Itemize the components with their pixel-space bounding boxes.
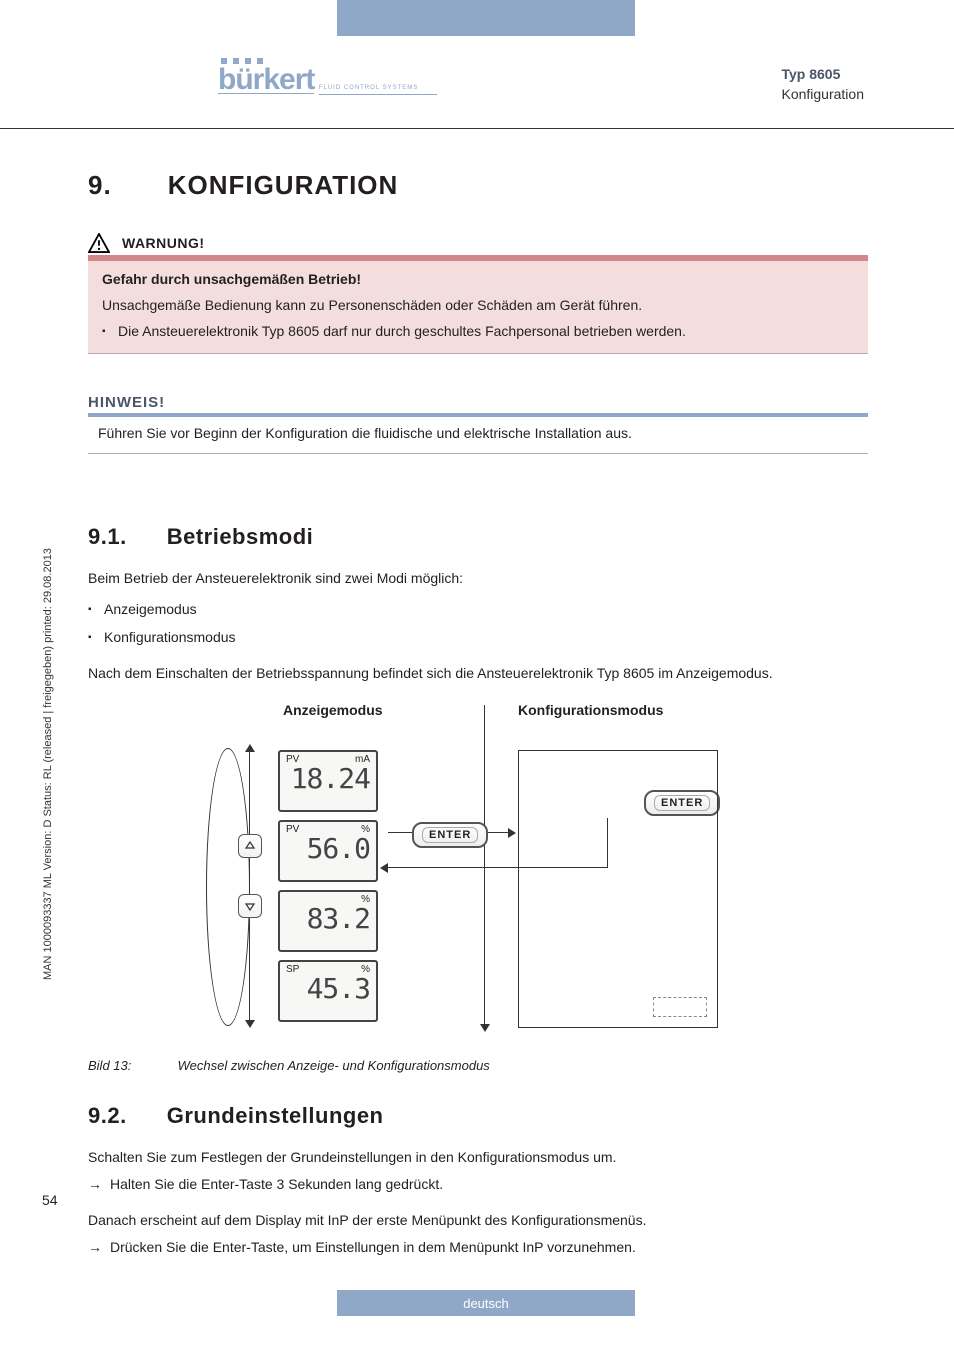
config-mode-dashed-box — [653, 997, 707, 1017]
heading-9-1-text: Betriebsmodi — [167, 524, 314, 550]
list-item: Anzeigemodus — [88, 601, 868, 617]
side-doc-id: MAN 1000093337 ML Version: D Status: RL … — [42, 548, 54, 980]
lcd-value: 83.2 — [280, 905, 376, 933]
top-color-band — [337, 0, 635, 36]
hinweis-title: HINWEIS! — [88, 394, 868, 411]
heading-9-text: KONFIGURATION — [168, 170, 399, 201]
lcd-value: 45.3 — [280, 975, 376, 1003]
logo-text: bürkert — [218, 66, 314, 94]
heading-9-num: 9. — [88, 170, 112, 201]
lcd-display-1: PVmA 18.24 — [278, 750, 378, 812]
up-key-icon — [238, 834, 262, 858]
logo: bürkert FLUID CONTROL SYSTEMS — [218, 58, 437, 95]
figure-text: Wechsel zwischen Anzeige- und Konfigurat… — [178, 1058, 490, 1073]
config-mode-box — [518, 750, 718, 1028]
diagram-down-arrowhead — [245, 1020, 255, 1028]
lcd-label: SP — [286, 964, 299, 975]
heading-9-2: 9.2. Grundeinstellungen — [88, 1103, 868, 1129]
diagram-right-head: Konfigurationsmodus — [518, 702, 663, 718]
header-section: Konfiguration — [781, 86, 864, 102]
heading-9-1-num: 9.1. — [88, 524, 127, 550]
logo-tagline: FLUID CONTROL SYSTEMS — [319, 83, 437, 95]
lcd-display-3: % 83.2 — [278, 890, 378, 952]
enter-label: ENTER — [422, 827, 478, 843]
s92-p1: Schalten Sie zum Festlegen der Grundeins… — [88, 1147, 868, 1168]
heading-9-2-num: 9.2. — [88, 1103, 127, 1129]
heading-9-2-text: Grundeinstellungen — [167, 1103, 384, 1129]
diagram-arrow-left-head — [380, 863, 388, 873]
warning-box: WARNUNG! Gefahr durch unsachgemäßen Betr… — [88, 233, 868, 354]
diagram-arrow-right-head — [508, 828, 516, 838]
warning-subtitle: Gefahr durch unsachgemäßen Betrieb! — [102, 271, 854, 287]
list-item: Konfigurationsmodus — [88, 629, 868, 645]
warning-bullet: Die Ansteuerelektronik Typ 8605 darf nur… — [102, 323, 854, 339]
figure-caption: Bild 13: Wechsel zwischen Anzeige- und K… — [88, 1058, 868, 1073]
warning-body: Gefahr durch unsachgemäßen Betrieb! Unsa… — [88, 261, 868, 354]
lcd-display-2: PV% 56.0 — [278, 820, 378, 882]
s92-step1: Halten Sie die Enter-Taste 3 Sekunden la… — [88, 1176, 868, 1192]
header-type: Typ 8605 — [781, 66, 864, 82]
diagram-updown-line — [249, 750, 250, 1020]
s92-p2: Danach erscheint auf dem Display mit InP… — [88, 1210, 868, 1231]
warning-header: WARNUNG! — [88, 233, 868, 253]
lcd-value: 18.24 — [280, 765, 376, 793]
diagram-up-arrowhead — [245, 744, 255, 752]
warning-icon — [88, 233, 110, 253]
page-header: bürkert FLUID CONTROL SYSTEMS Typ 8605 K… — [0, 48, 954, 118]
warning-para: Unsachgemäße Bedienung kann zu Personens… — [102, 297, 854, 313]
diagram-ellipse — [206, 748, 250, 1026]
header-right: Typ 8605 Konfiguration — [781, 66, 864, 102]
heading-9: 9. KONFIGURATION — [88, 170, 868, 201]
diagram-left-head: Anzeigemodus — [283, 702, 383, 718]
s91-intro: Beim Betrieb der Ansteuerelektronik sind… — [88, 568, 868, 589]
header-rule — [0, 128, 954, 129]
s92-step2: Drücken Sie die Enter-Taste, um Einstell… — [88, 1239, 868, 1255]
diagram-separator — [484, 705, 485, 1025]
warning-title: WARNUNG! — [122, 235, 205, 251]
hinweis-body: Führen Sie vor Beginn der Konfiguration … — [88, 417, 868, 454]
diagram-separator-arrow — [480, 1024, 490, 1032]
lcd-label: PV — [286, 824, 299, 835]
content: 9. KONFIGURATION WARNUNG! Gefahr durch u… — [88, 170, 868, 1255]
footer-language: deutsch — [337, 1290, 635, 1316]
down-key-icon — [238, 894, 262, 918]
figure-label: Bild 13: — [88, 1058, 174, 1073]
s91-list: Anzeigemodus Konfigurationsmodus — [88, 601, 868, 645]
mode-diagram: Anzeigemodus Konfigurationsmodus PVmA 18… — [88, 702, 868, 1052]
lcd-display-4: SP% 45.3 — [278, 960, 378, 1022]
s91-after: Nach dem Einschalten der Betriebsspannun… — [88, 663, 868, 684]
lcd-value: 56.0 — [280, 835, 376, 863]
page-number: 54 — [42, 1192, 58, 1208]
enter-key-icon: ENTER — [412, 822, 488, 848]
heading-9-1: 9.1. Betriebsmodi — [88, 524, 868, 550]
